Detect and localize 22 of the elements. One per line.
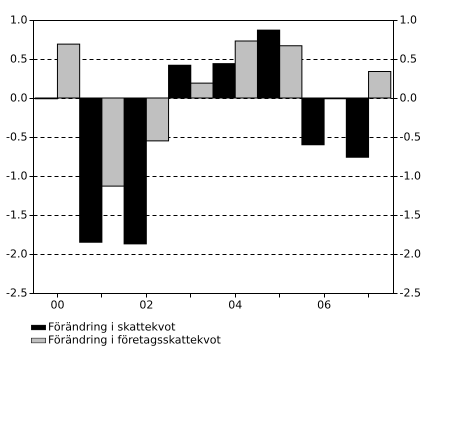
x-tick-label: 04 (228, 298, 242, 312)
y2-tick-label: 0.0 (400, 92, 417, 104)
y2-tick-label: -2.0 (400, 248, 421, 260)
y-tick-label: 1.0 (10, 14, 28, 26)
y-tick-label: 0.5 (10, 52, 28, 66)
x-tick-label: 06 (317, 298, 332, 312)
y-tick-label: -0.5 (6, 130, 28, 144)
y2-tick-label: -1.0 (400, 170, 421, 182)
y2-tick-label: -1.5 (400, 208, 421, 222)
y2-tick-label: -0.5 (400, 130, 421, 144)
y2-tick-label: -2.5 (400, 286, 421, 300)
x-tick-label: 02 (139, 298, 154, 312)
legend-label: Förändring i skattekvot (48, 320, 176, 334)
x-tick-label: 00 (50, 298, 64, 312)
y-tick-label: 0.0 (10, 92, 28, 104)
y-tick-label: -2.0 (6, 248, 28, 260)
y-tick-label: -1.5 (6, 208, 28, 222)
y-tick-label: -1.0 (6, 170, 28, 182)
y-tick-label: -2.5 (6, 286, 28, 300)
y2-tick-label: 0.5 (400, 52, 417, 66)
y2-tick-label: 1.0 (400, 14, 417, 26)
legend-label: Förändring i företagsskattekvot (48, 334, 222, 346)
